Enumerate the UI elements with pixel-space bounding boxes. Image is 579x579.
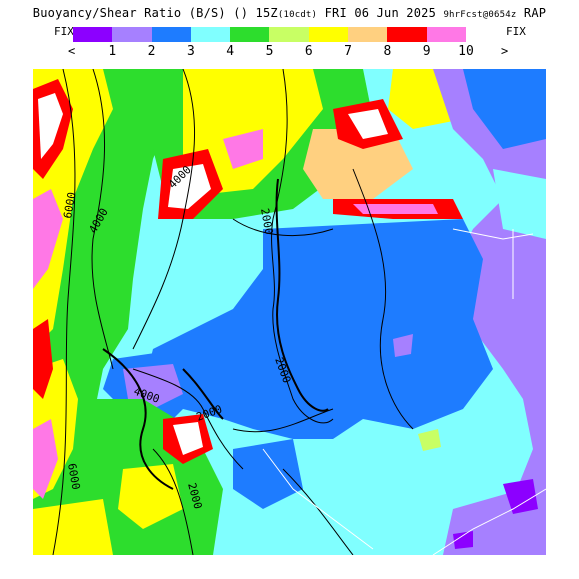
legend-label: 1 [108, 44, 117, 59]
field-white-sw [173, 422, 203, 455]
legend-swatch[interactable] [151, 27, 191, 42]
field-blue-central [143, 219, 493, 439]
field-white-west [38, 93, 63, 159]
field-cyan-east [493, 169, 546, 239]
arrow-right-icon[interactable]: > [501, 44, 509, 58]
fix-right-button[interactable]: FIX [506, 25, 526, 38]
map-panel: 4000 6000 4000 2000 2000 4000 2000 6000 … [33, 69, 546, 555]
field-yellow-sw3 [33, 499, 113, 555]
field-violet-se [503, 479, 538, 514]
field-purple-west [123, 364, 183, 409]
title-local-time: (10cdt) [277, 10, 318, 20]
legend-label: 5 [265, 44, 274, 59]
field-white-north2 [348, 109, 388, 139]
contour-lines-bold [102, 178, 329, 490]
legend-label: 4 [226, 44, 235, 59]
legend-swatch[interactable] [190, 27, 231, 42]
field-pink-sw [33, 419, 58, 499]
map-svg: 4000 6000 4000 2000 2000 4000 2000 6000 … [33, 69, 546, 555]
legend-label: 8 [383, 44, 392, 59]
state-borders [262, 228, 546, 555]
title-units: () 15Z [233, 6, 278, 20]
contour-lines [52, 69, 414, 555]
chart-title: Buoyancy/Shear Ratio (B/S) () 15Z(10cdt)… [0, 6, 579, 20]
field-purple-spot [393, 334, 413, 357]
legend-swatch[interactable] [348, 27, 388, 42]
legend-label: 7 [344, 44, 353, 59]
field-pink-streak [353, 204, 438, 214]
legend-label: 9 [422, 44, 431, 59]
legend-labels: 1 2 3 4 5 6 7 8 9 10 [0, 44, 579, 60]
title-model: RAP [523, 6, 547, 20]
legend-swatch[interactable] [73, 27, 113, 42]
title-main: Buoyancy/Shear Ratio (B/S) [32, 6, 226, 20]
contour-label: 6000 [65, 462, 82, 490]
title-forecast: 9hrFcst@0654z [443, 10, 517, 20]
legend-label: 3 [186, 44, 195, 59]
field-red-west2 [33, 319, 53, 399]
field-pink-west [33, 189, 63, 289]
title-date: FRI 06 Jun 2025 [324, 6, 436, 20]
field-blue-ne [463, 69, 546, 149]
field-blue-south [233, 439, 303, 509]
arrow-left-icon[interactable]: < [68, 44, 76, 58]
legend-swatch[interactable] [269, 27, 309, 42]
field-yellow-sw2 [118, 464, 183, 529]
legend-swatch[interactable] [230, 27, 270, 42]
color-legend [73, 27, 466, 42]
contour-label: 6000 [61, 191, 78, 219]
legend-swatch[interactable] [426, 27, 466, 42]
legend-label: 10 [458, 44, 474, 59]
field-lime-spot [418, 429, 441, 451]
legend-label: 2 [147, 44, 156, 59]
legend-swatch[interactable] [387, 27, 427, 42]
legend-swatch[interactable] [308, 27, 349, 42]
fix-left-button[interactable]: FIX [54, 25, 74, 38]
field-pink-north [223, 129, 263, 169]
contour-label: 2000 [258, 207, 275, 235]
field-violet-se2 [453, 531, 473, 549]
field-orange-north [303, 129, 413, 199]
legend-label: 6 [304, 44, 313, 59]
legend-swatch[interactable] [112, 27, 152, 42]
